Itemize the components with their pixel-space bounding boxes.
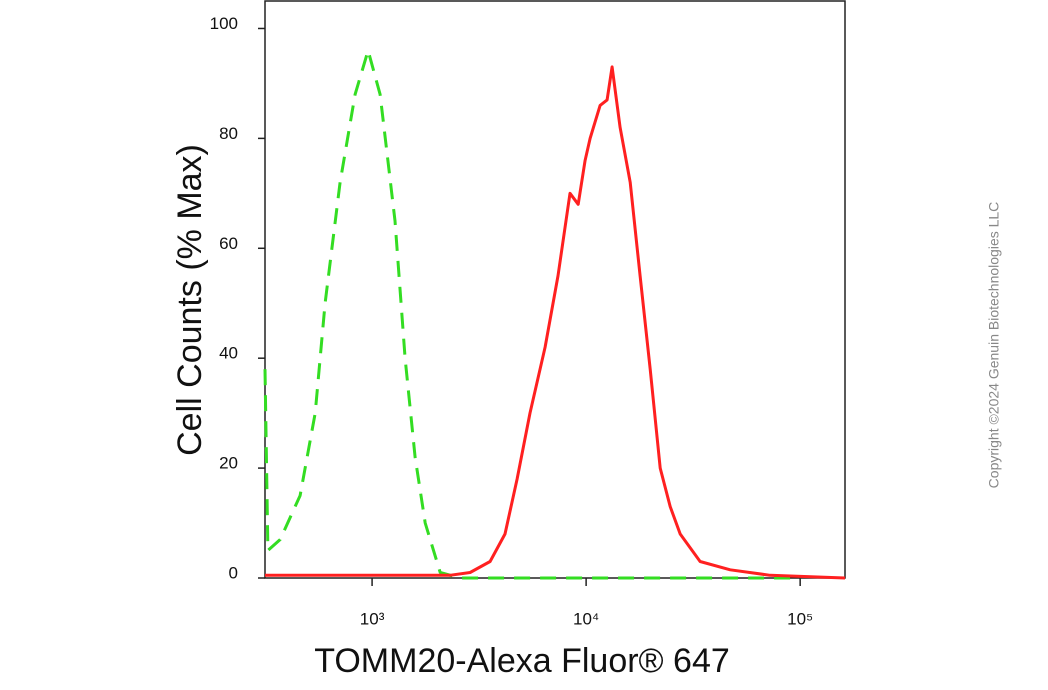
y-tick-label: 0: [229, 563, 238, 582]
y-tick-label: 100: [210, 14, 238, 33]
y-axis-label: Cell Counts (% Max): [171, 144, 209, 456]
y-tick-label: 20: [219, 454, 238, 473]
histogram-line: [263, 49, 801, 580]
histogram-line: [265, 65, 846, 580]
y-tick-label: 40: [219, 344, 238, 363]
watermark: Copyright ©2024 Genuin Biotechnologies L…: [986, 202, 1002, 489]
x-tick-label: 10³: [360, 609, 385, 628]
y-tick-label: 80: [219, 124, 238, 143]
y-tick-label: 60: [219, 234, 238, 253]
x-axis-label: TOMM20-Alexa Fluor® 647: [314, 642, 730, 680]
x-tick-label: 10⁵: [787, 609, 813, 628]
x-tick-label: 10⁴: [573, 609, 599, 628]
